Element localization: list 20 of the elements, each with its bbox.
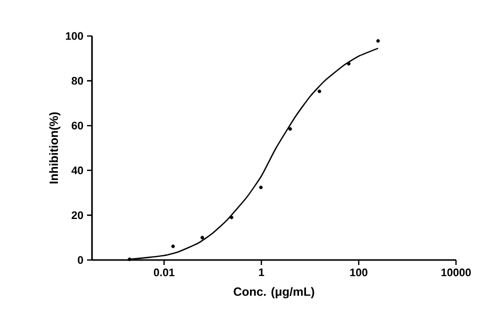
point xyxy=(346,62,351,66)
point xyxy=(376,39,380,43)
point xyxy=(230,216,234,220)
x-tick-label: 10000 xyxy=(441,268,471,276)
point xyxy=(288,127,292,131)
point xyxy=(318,90,322,94)
y-tick-label: 20 xyxy=(72,211,84,220)
y-tick-label: 40 xyxy=(71,166,84,174)
x-tick-label: 100 xyxy=(350,268,368,276)
point xyxy=(200,236,204,240)
y-tick-label: 0 xyxy=(78,256,84,264)
x-tick-label: 0.01 xyxy=(154,268,174,276)
x-tick-label: 1 xyxy=(259,268,264,276)
y-tick-label: 80 xyxy=(72,76,84,85)
y-tick-label: 60 xyxy=(72,122,84,130)
x-axis-title: Conc. (μg/mL) xyxy=(234,287,314,298)
point xyxy=(171,244,175,248)
y-axis-title: Inhibition(%) xyxy=(49,112,60,184)
point xyxy=(259,186,263,190)
y-tick-label: 100 xyxy=(66,32,84,40)
